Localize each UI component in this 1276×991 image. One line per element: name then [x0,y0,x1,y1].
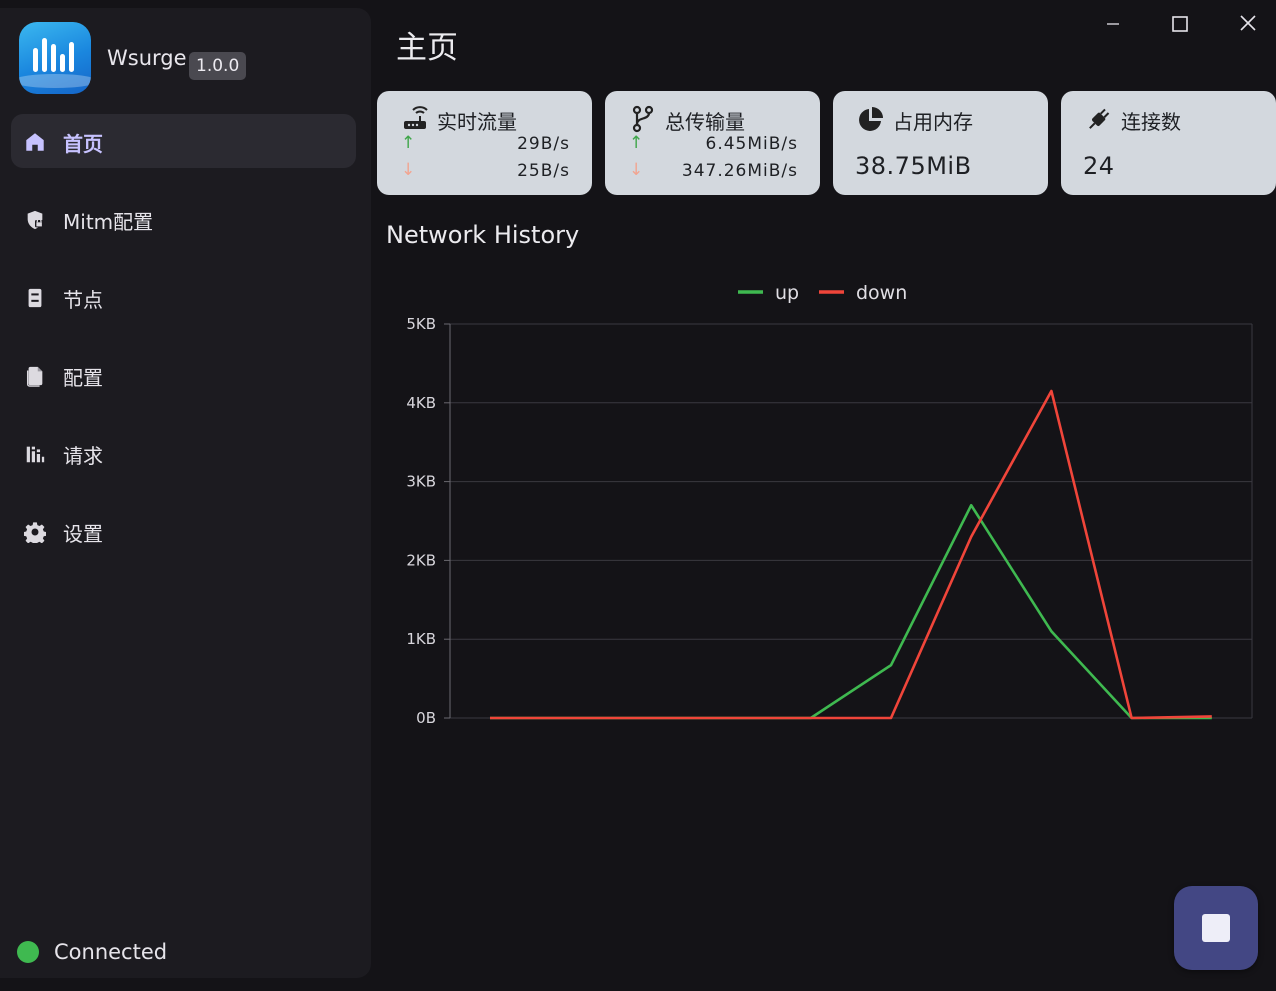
plug-icon [1089,108,1110,129]
sidebar-item-settings[interactable]: 设置 [11,504,356,558]
maximize-icon [1172,16,1188,32]
sidebar-item-requests[interactable]: 请求 [11,426,356,480]
y-tick-label: 4KB [406,394,436,412]
card-title: 占用内存 [893,110,973,134]
download-rate: 25B/s [517,161,570,181]
card-title: 实时流量 [437,110,517,134]
stop-icon [1202,914,1230,942]
sidebar-item-nodes[interactable]: 节点 [11,270,356,324]
close-button[interactable] [1228,10,1268,40]
legend-label-down: down [856,282,907,304]
y-tick-label: 0B [416,709,436,727]
sidebar-item-label: 设置 [63,522,103,546]
close-icon [1240,15,1256,31]
sidebar-item-home[interactable]: 首页 [11,114,356,168]
network-history-chart: 0B 1KB 2KB 3KB 4KB 5KB up down [406,282,1253,727]
minimize-button[interactable] [1093,10,1133,40]
upload-rate: 29B/s [517,134,570,154]
pie-icon [859,107,883,131]
y-tick-label: 2KB [406,551,436,569]
arrow-up-icon: ↑ [629,133,644,153]
card-title: 连接数 [1121,110,1181,134]
file-icon [26,366,43,387]
arrow-up-icon: ↑ [401,133,416,153]
y-tick-label: 5KB [406,315,436,333]
sidebar-item-label: Mitm配置 [63,210,154,234]
chart-lines [490,389,1212,720]
card-total-transfer: 总传输量 ↑ ↓ 6.45MiB/s 347.26MiB/s [605,91,820,195]
total-upload: 6.45MiB/s [705,134,798,154]
y-tick-label: 1KB [406,630,436,648]
chart-legend: up down [738,282,907,304]
series-line-up [490,503,1212,720]
page-title: 主页 [396,30,458,66]
bar-chart-icon [26,446,45,463]
total-download: 347.26MiB/s [681,161,798,181]
sidebar-item-label: 配置 [63,366,103,390]
series-line-down [490,389,1212,720]
sidebar-item-label: 首页 [63,132,103,156]
maximize-button[interactable] [1160,10,1200,40]
card-connections: 连接数 24 [1061,91,1276,195]
router-icon [404,106,428,129]
y-tick-label: 3KB [406,473,436,491]
app-name: Wsurge [107,46,187,70]
sidebar: Wsurge 1.0.0 首页 Mitm配置 节点 配置 请求 设置 Conne… [0,8,371,978]
connections-value: 24 [1083,152,1115,180]
gear-icon [24,522,46,543]
legend-label-up: up [775,282,799,304]
sidebar-item-config[interactable]: 配置 [11,348,356,402]
branch-icon [632,105,654,133]
chart-grid [444,323,1253,719]
sidebar-item-label: 请求 [63,444,103,468]
server-icon [28,288,42,308]
sidebar-item-label: 节点 [63,288,103,312]
connection-status: Connected [17,940,167,964]
stop-button[interactable] [1174,886,1258,970]
chart-y-axis: 0B 1KB 2KB 3KB 4KB 5KB [406,315,436,727]
section-title: Network History [386,221,580,249]
sidebar-item-mitm[interactable]: Mitm配置 [11,192,356,246]
card-title: 总传输量 [665,110,745,134]
app-logo [19,22,91,94]
status-text: Connected [54,940,168,964]
status-dot [17,941,39,963]
memory-value: 38.75MiB [855,152,972,180]
arrow-down-icon: ↓ [629,160,644,180]
card-realtime-traffic: 实时流量 ↑ ↓ 29B/s 25B/s [377,91,592,195]
home-icon [26,133,44,151]
version-badge: 1.0.0 [189,52,247,80]
card-memory: 占用内存 38.75MiB [833,91,1048,195]
shield-lock-icon [27,210,44,230]
minimize-icon [1107,23,1119,25]
arrow-down-icon: ↓ [401,160,416,180]
